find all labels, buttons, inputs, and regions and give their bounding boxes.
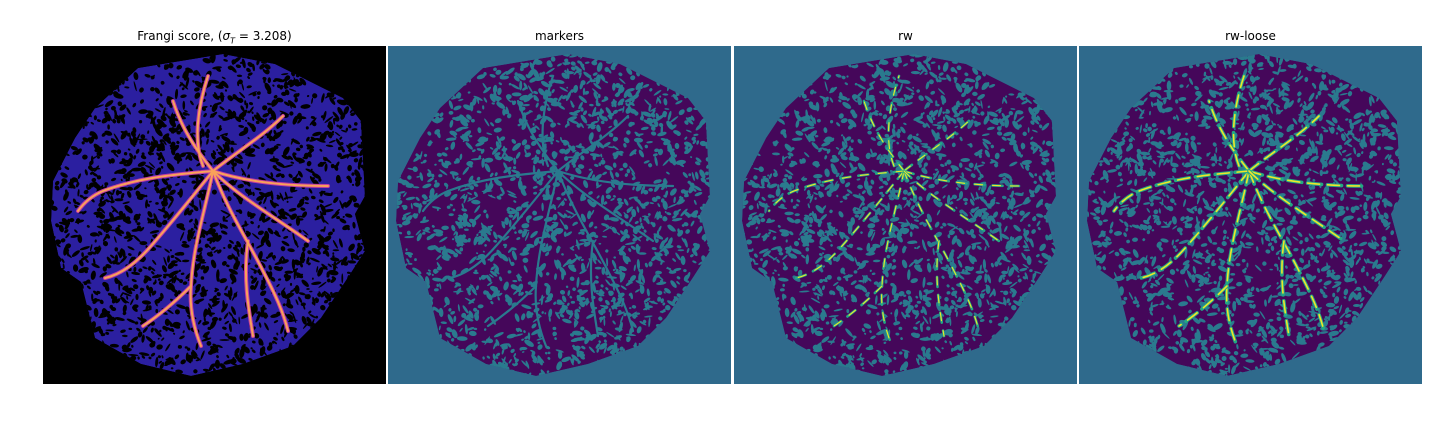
rw-loose-image	[1079, 46, 1422, 384]
frangi-score-image	[43, 46, 386, 384]
panel-title-rw: rw	[898, 29, 913, 43]
panel-title-frangi: Frangi score, (σT = 3.208)	[43, 29, 386, 45]
panel-title-rw-loose: rw-loose	[1225, 29, 1276, 43]
rw-image	[734, 46, 1077, 384]
panel-title-markers: markers	[534, 29, 585, 43]
sigma-subscript: T	[230, 36, 236, 46]
sigma-symbol: σ	[222, 29, 231, 43]
title-prefix: Frangi score, (	[137, 29, 223, 43]
title-suffix: = 3.208)	[235, 29, 292, 43]
markers-image	[388, 46, 731, 384]
